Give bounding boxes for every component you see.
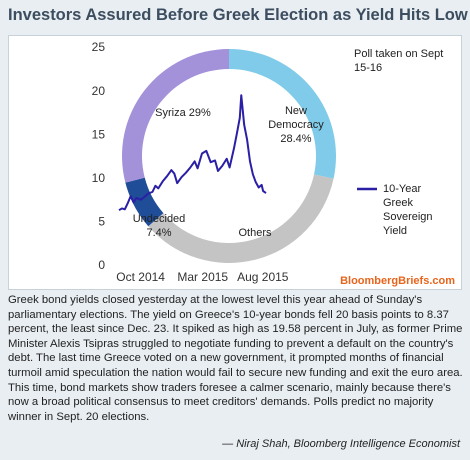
y-tick-label: 10 [92, 171, 106, 185]
donut-segment [125, 177, 164, 227]
poll-note: Poll taken on Sept 15-16 [354, 48, 444, 74]
x-tick-label: Oct 2014 [116, 270, 165, 284]
y-tick-label: 20 [92, 84, 106, 98]
y-tick-label: 0 [98, 258, 105, 272]
x-tick-label: Aug 2015 [237, 270, 289, 284]
yield-line [118, 94, 267, 212]
donut-label: Syriza 29% [143, 106, 223, 120]
category-label: Syriza [155, 107, 186, 119]
donut-label: Undecided 7.4% [124, 212, 194, 240]
y-tick-label: 25 [92, 40, 106, 54]
chart: 0 5 10 15 20 25 Oct 2014 Mar 2015 Aug 2015 [92, 40, 377, 284]
category-label: Undecided [132, 213, 186, 225]
x-tick-label: Mar 2015 [177, 270, 228, 284]
value-label: 29% [188, 107, 211, 119]
value-label: 28.4% [280, 133, 312, 145]
y-tick-label: 15 [92, 127, 106, 141]
category-label: New Democracy [268, 105, 324, 131]
source: BloombergBriefs.com [340, 275, 455, 287]
category-label: Others [238, 227, 272, 239]
donut-segment [121, 49, 229, 183]
donut-segment [148, 174, 334, 263]
legend-label: 10-Year Greek Sovereign Yield [383, 183, 433, 237]
byline: — Niraj Shah, Bloomberg Intelligence Eco… [222, 438, 460, 450]
chart-frame: 0 5 10 15 20 25 Oct 2014 Mar 2015 Aug 2015 Poll … [8, 35, 462, 290]
body-text: Greek bond yields closed yesterday at th… [8, 294, 463, 423]
title: Investors Assured Before Greek Election … [8, 6, 468, 24]
donut-label: New Democracy 28.4% [266, 104, 326, 146]
y-tick-label: 5 [98, 215, 105, 229]
value-label: 7.4% [146, 227, 172, 239]
donut-label: Others [225, 226, 285, 240]
donut-segment [229, 49, 336, 179]
